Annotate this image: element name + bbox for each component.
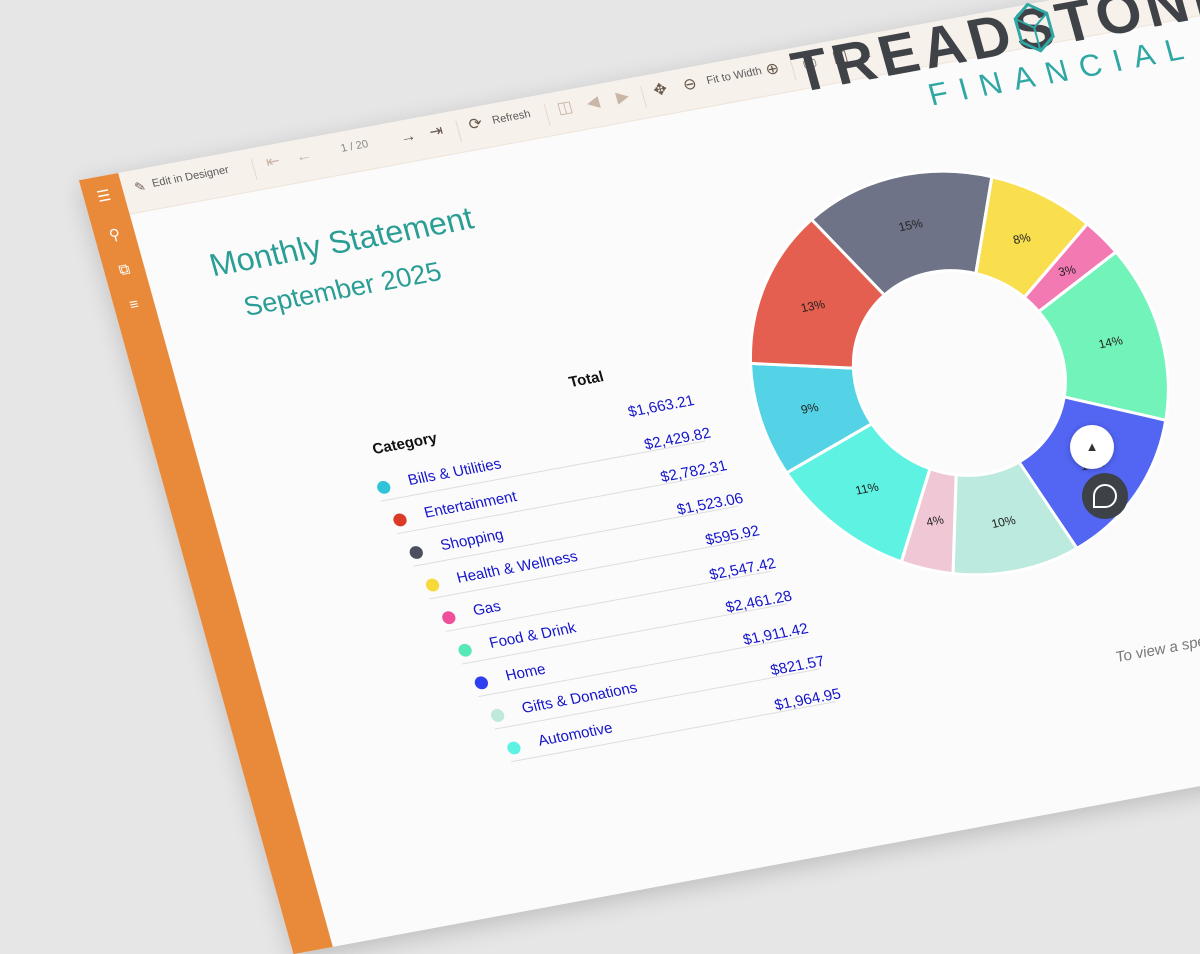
refresh-icon[interactable]: ⟳ (466, 115, 485, 134)
first-page-icon[interactable]: ⇤ (264, 152, 282, 172)
category-color-dot (440, 610, 457, 626)
category-link[interactable]: Automotive (536, 719, 615, 750)
category-color-dot (473, 675, 490, 691)
pie-slice[interactable] (716, 210, 903, 386)
pan-icon[interactable]: ✥ (651, 80, 670, 100)
slice-label: 15% (897, 216, 925, 234)
refresh-button[interactable]: Refresh (490, 108, 532, 127)
donut-chart[interactable]: 15%8%3%14%13%10%4%11%9%13% (697, 132, 1200, 615)
next-page-icon[interactable]: → (397, 127, 419, 147)
zoom-in-icon[interactable]: ⊕ (763, 60, 782, 79)
pie-slice[interactable] (1004, 380, 1195, 554)
category-link[interactable]: Gas (471, 597, 503, 620)
forward-icon[interactable]: ▶ (614, 87, 631, 107)
menu-icon[interactable]: ☰ (95, 186, 113, 206)
category-link[interactable]: Home (503, 660, 548, 685)
edit-in-designer-button[interactable]: Edit in Designer (150, 163, 231, 190)
toolbar-separator (250, 158, 258, 180)
category-link[interactable]: Shopping (438, 526, 506, 555)
pie-slice[interactable] (1027, 248, 1184, 437)
category-color-dot (489, 707, 506, 723)
fit-to-width-button[interactable]: Fit to Width (705, 65, 764, 87)
toolbar-separator (543, 104, 551, 126)
scroll-to-top-button[interactable]: ▲ (1070, 425, 1114, 469)
category-color-dot (505, 740, 523, 756)
list-icon[interactable]: ≡ (127, 295, 141, 314)
column-header-category: Category (370, 429, 440, 458)
category-color-dot (375, 479, 392, 495)
slice-label: 10% (990, 513, 1018, 531)
chat-button[interactable] (1082, 473, 1128, 519)
toolbar-separator (455, 120, 463, 142)
slice-label: 8% (1011, 230, 1032, 247)
slice-label: 13% (799, 297, 827, 315)
company-logo: TREADSTONE FINANCIAL (785, 0, 1200, 157)
last-page-icon[interactable]: ⇥ (427, 122, 446, 142)
slice-label: 4% (925, 512, 946, 529)
category-color-dot (408, 545, 425, 560)
category-total[interactable]: $1,663.21 (626, 392, 697, 421)
category-link[interactable]: Bills & Utilities (405, 455, 504, 489)
previous-page-icon[interactable]: ← (293, 146, 314, 167)
slice-label: 3% (1057, 262, 1078, 279)
search-icon[interactable]: ⚲ (107, 225, 123, 245)
hint-text: To view a specific category of charges, … (1113, 597, 1200, 667)
pie-slice[interactable] (804, 159, 1018, 304)
rewind-icon[interactable]: ◀ (584, 93, 602, 113)
column-header-total: Total (566, 368, 606, 392)
category-link[interactable]: Entertainment (422, 488, 519, 522)
category-color-dot (456, 642, 474, 658)
zoom-out-icon[interactable]: ⊖ (681, 75, 699, 95)
category-link[interactable]: Food & Drink (487, 619, 578, 652)
category-color-dot (424, 577, 441, 593)
gem-icon (1013, 2, 1055, 53)
page-indicator[interactable]: 1 / 20 (339, 138, 370, 155)
category-color-dot (391, 512, 409, 528)
slice-label: 11% (854, 480, 881, 498)
back-to-parent-icon[interactable]: ◫ (555, 98, 575, 118)
pencil-icon[interactable]: ✎ (132, 178, 148, 195)
chat-bubble-icon (1093, 484, 1117, 508)
slice-label: 9% (799, 400, 820, 417)
export-icon[interactable]: ⧉ (116, 260, 132, 280)
toolbar-separator (640, 86, 647, 108)
report-viewer: ☰ ⚲ ⧉ ≡ ✎ Edit in Designer ⇤ ← 1 / 20 → … (78, 0, 1200, 954)
slice-label: 14% (1097, 333, 1125, 351)
